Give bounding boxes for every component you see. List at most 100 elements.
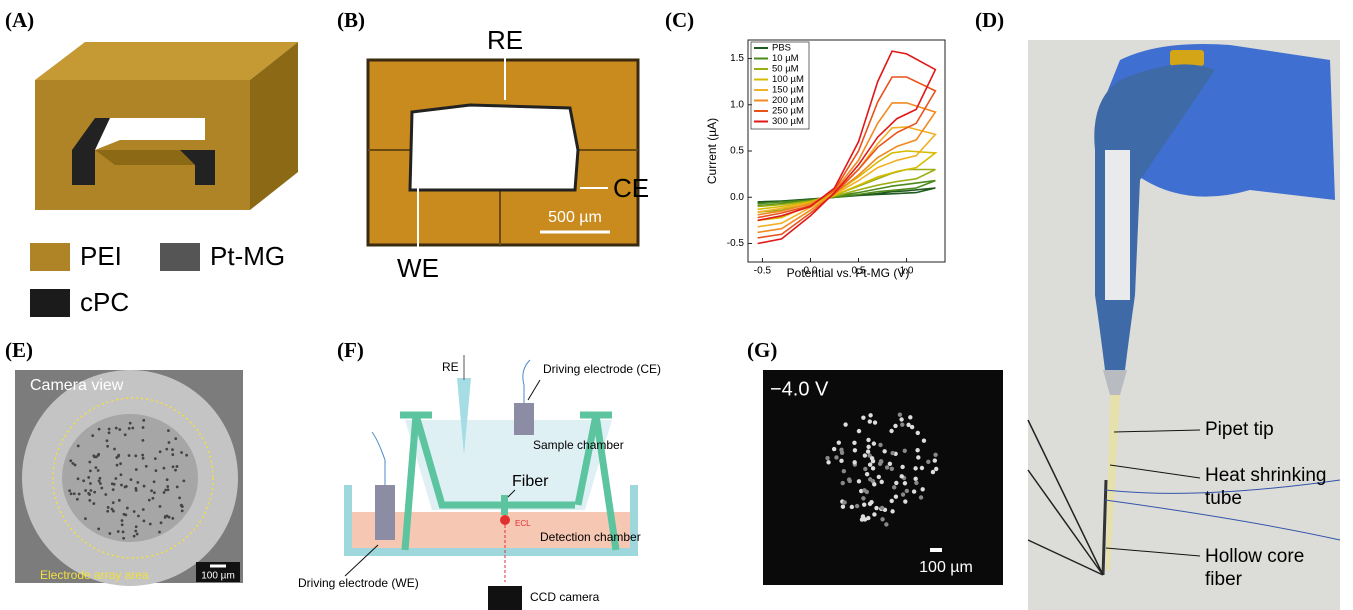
ce-electrode bbox=[514, 403, 534, 435]
electrode-dot bbox=[160, 521, 163, 524]
electrode-dot bbox=[112, 488, 115, 491]
ecl-dot bbox=[832, 447, 836, 451]
panel-label: (G) bbox=[747, 338, 777, 362]
ecl-dot bbox=[916, 455, 920, 459]
ecl-dot bbox=[903, 499, 907, 503]
ecl-dot bbox=[879, 459, 883, 463]
voltage-label: −4.0 V bbox=[770, 378, 829, 400]
ecl-dot bbox=[868, 462, 872, 466]
ecl-dot bbox=[900, 422, 904, 426]
electrode-dot bbox=[93, 491, 96, 494]
electrode-dot bbox=[135, 468, 138, 471]
area-label: Electrode array area bbox=[40, 568, 149, 582]
ecl-dot bbox=[862, 502, 866, 506]
ecl-dot bbox=[871, 459, 875, 463]
electrode-dot bbox=[77, 477, 80, 480]
y-axis-label: Current (µA) bbox=[705, 118, 719, 184]
electrode-dot bbox=[133, 535, 136, 538]
ecl-dot bbox=[882, 449, 886, 453]
electrode-dot bbox=[148, 499, 151, 502]
ecl-dot bbox=[890, 451, 894, 455]
ecl-dot bbox=[852, 441, 856, 445]
legend-label: PBS bbox=[772, 43, 791, 54]
ecl-dot bbox=[926, 460, 930, 464]
ecl-dot bbox=[885, 465, 889, 469]
electrode-dot bbox=[92, 502, 95, 505]
ecl-dot bbox=[842, 500, 846, 504]
electrode-dot bbox=[149, 523, 152, 526]
electrode-dot bbox=[181, 509, 184, 512]
ecl-dot bbox=[848, 479, 852, 483]
ecl-dot bbox=[843, 422, 847, 426]
legend-swatch bbox=[160, 243, 200, 271]
ecl-dot bbox=[837, 440, 841, 444]
legend-label: 250 µM bbox=[772, 106, 804, 117]
we-electrode bbox=[375, 485, 395, 540]
legend-swatch bbox=[30, 289, 70, 317]
electrode-dot bbox=[89, 482, 92, 485]
ecl-dot bbox=[866, 449, 870, 453]
ecl-dot bbox=[931, 470, 935, 474]
ecl-dot bbox=[863, 453, 867, 457]
electrode-dot bbox=[172, 465, 175, 468]
ecl-dot bbox=[825, 456, 829, 460]
ecl-dot bbox=[880, 517, 884, 521]
electrode-dot bbox=[73, 492, 76, 495]
panel-label: (E) bbox=[5, 338, 33, 362]
electrode-dot bbox=[122, 537, 125, 540]
ecl-dot bbox=[826, 460, 830, 464]
ecl-dot bbox=[839, 459, 843, 463]
electrode-dot bbox=[131, 427, 134, 430]
ecl-dot bbox=[894, 481, 898, 485]
electrode-dot bbox=[104, 493, 107, 496]
electrode-dot bbox=[118, 428, 121, 431]
electrode-dot bbox=[142, 457, 145, 460]
electrode-dot bbox=[176, 485, 179, 488]
electrode-dot bbox=[174, 437, 177, 440]
ecl-dot bbox=[880, 506, 884, 510]
electrode-dot bbox=[159, 450, 162, 453]
ecl-dot bbox=[893, 424, 897, 428]
electrode-dot bbox=[141, 454, 144, 457]
ecl-dot bbox=[873, 420, 877, 424]
electrode-dot bbox=[97, 528, 100, 531]
panel-label: (F) bbox=[337, 338, 364, 362]
ecl-dot bbox=[906, 423, 910, 427]
electrode-dot bbox=[99, 482, 102, 485]
electrode-dot bbox=[171, 448, 174, 451]
ecl-dot bbox=[922, 438, 926, 442]
electrode-label: CE bbox=[613, 173, 649, 203]
electrode-dot bbox=[82, 479, 85, 482]
electrode-dot bbox=[185, 454, 188, 457]
electrode-dot bbox=[120, 484, 123, 487]
electrode-dot bbox=[121, 519, 124, 522]
array-area bbox=[62, 414, 198, 542]
y-tick-label: -0.5 bbox=[727, 238, 745, 249]
ecl-dot bbox=[890, 509, 894, 513]
callout: Hollow core bbox=[1205, 546, 1304, 567]
ecl-dot bbox=[890, 467, 894, 471]
electrode-dot bbox=[150, 489, 153, 492]
electrode-dot bbox=[167, 429, 170, 432]
electrode-dot bbox=[143, 485, 146, 488]
ecl-dot bbox=[889, 429, 893, 433]
scale-bar bbox=[930, 548, 942, 552]
callout: Heat shrinking bbox=[1205, 465, 1326, 486]
wire bbox=[372, 432, 385, 485]
ecl-dot bbox=[872, 512, 876, 516]
ecl-dot bbox=[903, 481, 907, 485]
electrode-dot bbox=[88, 493, 91, 496]
electrode-dot bbox=[107, 506, 110, 509]
electrode-dot bbox=[117, 530, 120, 533]
electrode-dot bbox=[126, 507, 129, 510]
fiber bbox=[501, 495, 508, 515]
ecl-dot bbox=[866, 438, 870, 442]
electrode-dot bbox=[113, 448, 116, 451]
block-front bbox=[35, 80, 250, 210]
scale-label: 100 µm bbox=[201, 571, 235, 582]
electrode-dot bbox=[117, 454, 120, 457]
electrode-dot bbox=[84, 517, 87, 520]
legend-swatch bbox=[30, 243, 70, 271]
diagram-label: Driving electrode (CE) bbox=[543, 362, 661, 376]
ecl-dot bbox=[933, 458, 937, 462]
